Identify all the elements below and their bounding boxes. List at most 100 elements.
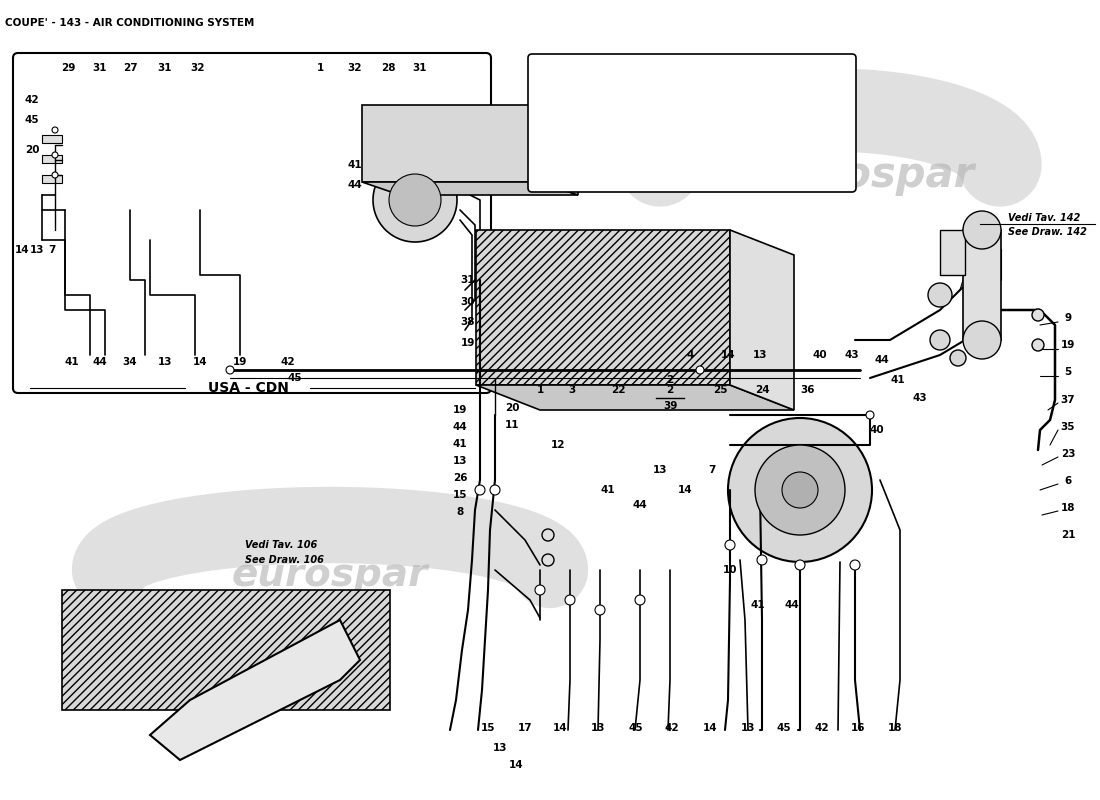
- Text: 45: 45: [24, 115, 40, 125]
- Text: 31: 31: [157, 63, 173, 73]
- Text: USA - CDN: USA - CDN: [208, 381, 288, 395]
- Circle shape: [928, 283, 952, 307]
- Text: 20: 20: [24, 145, 40, 155]
- Text: 14: 14: [14, 245, 30, 255]
- Text: 13: 13: [493, 743, 507, 753]
- Circle shape: [728, 418, 872, 562]
- Text: 44: 44: [632, 500, 648, 510]
- Text: 13: 13: [30, 245, 44, 255]
- Circle shape: [52, 152, 58, 158]
- Circle shape: [542, 529, 554, 541]
- Polygon shape: [150, 620, 360, 760]
- Text: See Draw. 106: See Draw. 106: [245, 555, 323, 565]
- Circle shape: [795, 560, 805, 570]
- Circle shape: [52, 172, 58, 178]
- Text: 36: 36: [801, 385, 815, 395]
- Polygon shape: [362, 182, 578, 195]
- Text: 14: 14: [720, 350, 735, 360]
- Text: 31: 31: [92, 63, 108, 73]
- Text: 11: 11: [505, 420, 519, 430]
- Text: 28: 28: [381, 63, 395, 73]
- Polygon shape: [362, 105, 540, 182]
- Circle shape: [782, 472, 818, 508]
- Text: 45: 45: [288, 373, 302, 383]
- Text: 40: 40: [870, 425, 884, 435]
- Circle shape: [595, 605, 605, 615]
- Text: 13: 13: [157, 357, 173, 367]
- Circle shape: [565, 595, 575, 605]
- Text: 34: 34: [123, 357, 138, 367]
- Text: 31: 31: [461, 275, 475, 285]
- Text: sono completi di guarnizioni: sono completi di guarnizioni: [542, 86, 698, 96]
- Text: 13: 13: [453, 456, 468, 466]
- FancyBboxPatch shape: [13, 53, 491, 393]
- Circle shape: [389, 174, 441, 226]
- Text: 18: 18: [888, 723, 902, 733]
- Text: 42: 42: [24, 95, 40, 105]
- Text: 33: 33: [448, 135, 462, 145]
- Text: 40: 40: [813, 350, 827, 360]
- Text: 45: 45: [777, 723, 791, 733]
- Text: 37: 37: [1060, 395, 1076, 405]
- Circle shape: [635, 595, 645, 605]
- Text: 32: 32: [190, 63, 206, 73]
- Text: 18: 18: [1060, 503, 1076, 513]
- Text: 41: 41: [750, 600, 766, 610]
- Text: 39: 39: [663, 401, 678, 411]
- Text: 13: 13: [740, 723, 756, 733]
- Text: are complete of gaskets: are complete of gaskets: [542, 134, 674, 144]
- Bar: [962, 230, 1001, 340]
- Text: 23: 23: [1060, 449, 1076, 459]
- Text: 44: 44: [874, 355, 890, 365]
- Polygon shape: [730, 230, 794, 410]
- Circle shape: [866, 411, 874, 419]
- Text: 6: 6: [1065, 476, 1071, 486]
- Text: 19: 19: [461, 338, 475, 348]
- Text: 44: 44: [784, 600, 800, 610]
- Text: 25: 25: [713, 385, 727, 395]
- Text: 14: 14: [678, 485, 692, 495]
- FancyBboxPatch shape: [528, 54, 856, 192]
- Text: 14: 14: [552, 723, 568, 733]
- Text: 43: 43: [913, 393, 927, 403]
- Circle shape: [930, 330, 950, 350]
- Text: 14: 14: [703, 723, 717, 733]
- Circle shape: [696, 366, 704, 374]
- Circle shape: [1032, 309, 1044, 321]
- Circle shape: [535, 585, 544, 595]
- Text: 41: 41: [65, 357, 79, 367]
- Circle shape: [850, 560, 860, 570]
- Text: 1: 1: [537, 385, 543, 395]
- Circle shape: [542, 554, 554, 566]
- Text: 30: 30: [461, 297, 475, 307]
- Text: 3: 3: [569, 385, 575, 395]
- Text: 41: 41: [601, 485, 615, 495]
- Text: 41: 41: [348, 160, 362, 170]
- Text: 41: 41: [453, 439, 468, 449]
- Text: 42: 42: [280, 357, 295, 367]
- Text: 17: 17: [518, 723, 532, 733]
- Text: 2: 2: [667, 385, 673, 395]
- Circle shape: [757, 555, 767, 565]
- Text: eurospar: eurospar: [764, 154, 975, 196]
- Text: 26: 26: [453, 473, 468, 483]
- Circle shape: [962, 211, 1001, 249]
- Circle shape: [950, 350, 966, 366]
- Text: 12: 12: [551, 440, 565, 450]
- Text: 9: 9: [1065, 313, 1071, 323]
- Circle shape: [755, 445, 845, 535]
- Text: eurospar: eurospar: [232, 556, 428, 594]
- Text: 29: 29: [60, 63, 75, 73]
- Text: 16: 16: [850, 723, 866, 733]
- Text: 5: 5: [1065, 367, 1071, 377]
- Text: 38: 38: [461, 317, 475, 327]
- Circle shape: [52, 127, 58, 133]
- Text: 44: 44: [348, 180, 362, 190]
- Polygon shape: [62, 590, 390, 710]
- Text: 44: 44: [92, 357, 108, 367]
- Text: 1: 1: [317, 63, 323, 73]
- Text: 31: 31: [412, 63, 427, 73]
- Text: 45: 45: [629, 723, 644, 733]
- Text: 22: 22: [610, 385, 625, 395]
- Text: 19: 19: [453, 405, 468, 415]
